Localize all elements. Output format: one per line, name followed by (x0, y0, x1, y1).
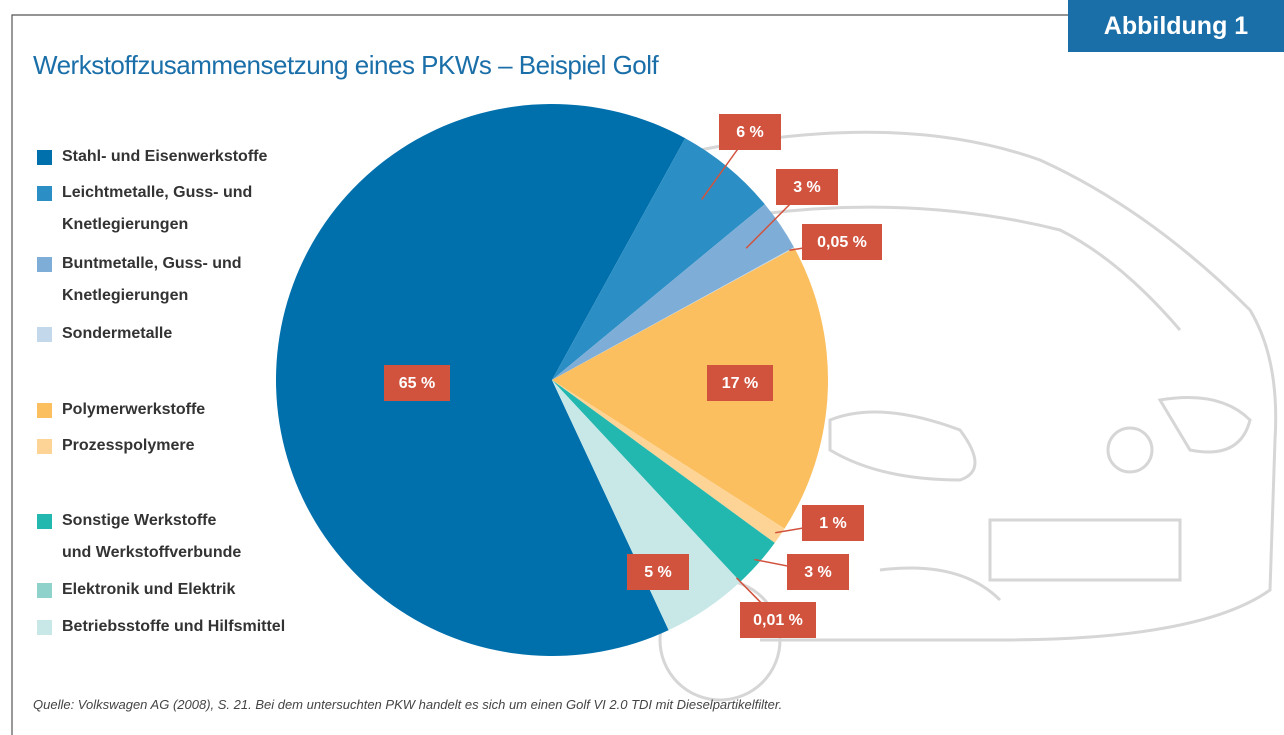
legend-label: Elektronik und Elektrik (62, 581, 236, 598)
figure-badge: Abbildung 1 (1068, 0, 1284, 52)
legend-swatch (37, 327, 52, 342)
value-label: 3 % (804, 564, 832, 581)
pie-slice (552, 380, 741, 631)
label-box (719, 114, 781, 150)
label-box (384, 365, 450, 401)
legend-swatch (37, 150, 52, 165)
pie-slice (552, 247, 795, 380)
label-box (776, 169, 838, 205)
legend-label: Leichtmetalle, Guss- und Knetlegierungen (62, 184, 253, 233)
source-note: Quelle: Volkswagen AG (2008), S. 21. Bei… (33, 697, 783, 712)
legend-swatch (37, 257, 52, 272)
legend-swatch (37, 186, 52, 201)
legend-swatch (37, 439, 52, 454)
legend-label: Sonstige Werkstoffe und Werkstoffverbund… (62, 512, 242, 561)
value-label: 6 % (736, 124, 764, 141)
frame (11, 14, 1068, 735)
legend-label: Stahl- und Eisenwerkstoffe (62, 148, 268, 165)
pie-slice (552, 247, 829, 529)
legend-item: Sondermetalle (37, 318, 172, 350)
legend-item: Betriebsstoffe und Hilfsmittel (37, 611, 285, 643)
pie-slice (552, 204, 794, 380)
legend-item: Sonstige Werkstoffe und Werkstoffverbund… (37, 505, 241, 569)
legend-label: Sondermetalle (62, 325, 173, 342)
legend-item: Elektronik und Elektrik (37, 574, 235, 606)
value-label: 0,05 % (817, 234, 867, 251)
label-box (787, 554, 849, 590)
value-label: 65 % (399, 375, 435, 392)
legend-label: Prozesspolymere (62, 437, 195, 454)
pie-slice (276, 104, 686, 657)
legend-item: Prozesspolymere (37, 430, 195, 462)
legend-item: Leichtmetalle, Guss- und Knetlegierungen (37, 177, 252, 241)
legend-label: Buntmetalle, Guss- und Knetlegierungen (62, 255, 242, 304)
car-illustration (658, 130, 1278, 702)
label-box (627, 554, 689, 590)
legend-item: Stahl- und Eisenwerkstoffe (37, 141, 267, 173)
value-label: 1 % (819, 515, 847, 532)
legend-item: Buntmetalle, Guss- und Knetlegierungen (37, 248, 242, 312)
label-box (740, 602, 816, 638)
pie-slice (552, 380, 785, 543)
label-box (707, 365, 773, 401)
legend-label: Betriebsstoffe und Hilfsmittel (62, 618, 286, 635)
legend-swatch (37, 403, 52, 418)
value-label: 5 % (644, 564, 672, 581)
legend-swatch (37, 620, 52, 635)
chart-title: Werkstoffzusammensetzung eines PKWs – Be… (33, 50, 659, 80)
label-box (802, 505, 864, 541)
pie-slice (552, 380, 741, 582)
legend-label: Polymerwerkstoffe (62, 401, 206, 418)
legend-swatch (37, 583, 52, 598)
pie-slice (552, 138, 765, 380)
legend-swatch (37, 514, 52, 529)
value-label: 17 % (722, 375, 758, 392)
value-label: 0,01 % (753, 612, 803, 629)
value-label: 3 % (793, 179, 821, 196)
pie-slice (552, 380, 775, 582)
label-box (802, 224, 882, 260)
legend-item: Polymerwerkstoffe (37, 394, 205, 426)
